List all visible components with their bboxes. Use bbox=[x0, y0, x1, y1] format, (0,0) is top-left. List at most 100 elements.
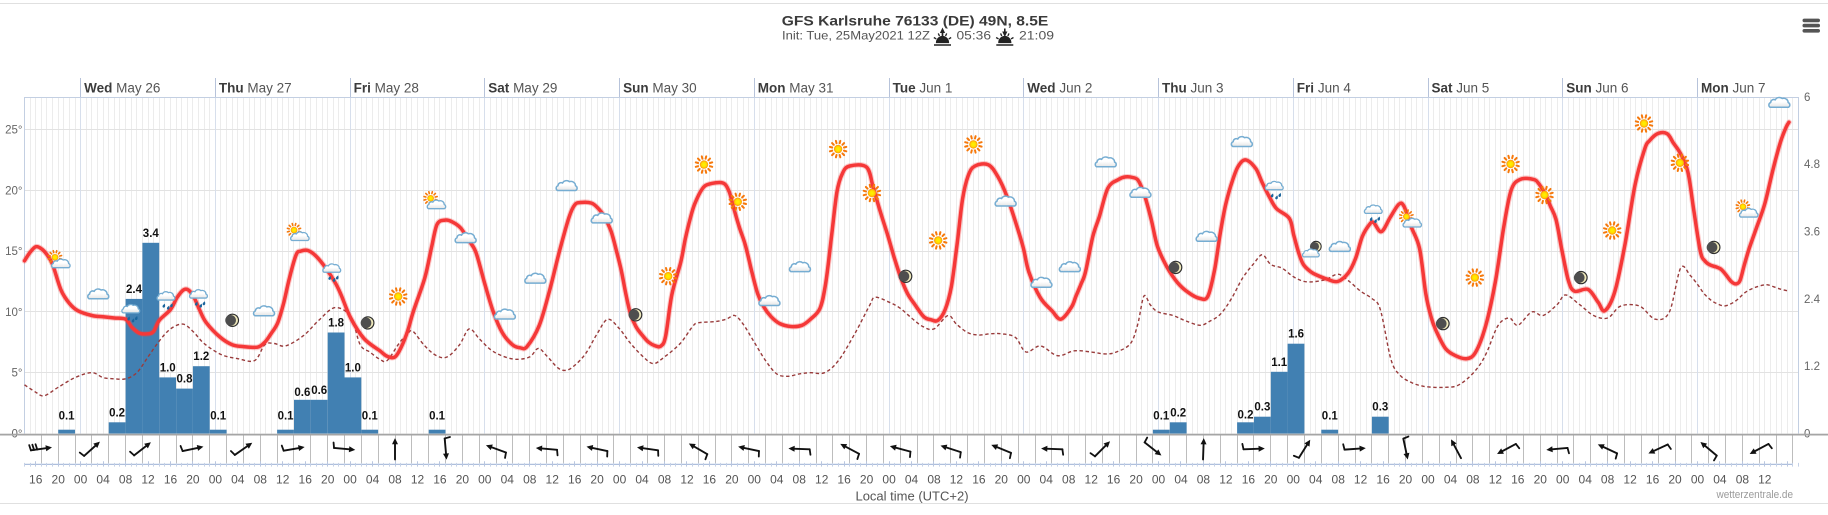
svg-text:20: 20 bbox=[52, 473, 66, 487]
svg-text:00: 00 bbox=[478, 473, 492, 487]
svg-text:00: 00 bbox=[1287, 473, 1301, 487]
svg-text:12: 12 bbox=[1623, 473, 1637, 487]
svg-text:16: 16 bbox=[568, 473, 582, 487]
svg-text:08: 08 bbox=[254, 473, 268, 487]
svg-text:Sat Jun 5: Sat Jun 5 bbox=[1432, 81, 1490, 96]
svg-text:wetterzentrale.de: wetterzentrale.de bbox=[1716, 489, 1793, 501]
svg-text:16: 16 bbox=[1511, 473, 1525, 487]
svg-text:20: 20 bbox=[1129, 473, 1143, 487]
svg-text:04: 04 bbox=[96, 473, 110, 487]
svg-text:00: 00 bbox=[748, 473, 762, 487]
svg-text:04: 04 bbox=[1579, 473, 1593, 487]
svg-text:Wed Jun 2: Wed Jun 2 bbox=[1027, 81, 1092, 96]
svg-text:04: 04 bbox=[366, 473, 380, 487]
svg-text:20: 20 bbox=[725, 473, 739, 487]
svg-text:08: 08 bbox=[793, 473, 807, 487]
svg-text:04: 04 bbox=[231, 473, 245, 487]
svg-text:16: 16 bbox=[1242, 473, 1256, 487]
svg-text:00: 00 bbox=[1691, 473, 1705, 487]
svg-text:0.1: 0.1 bbox=[1153, 411, 1170, 423]
svg-text:Sat May 29: Sat May 29 bbox=[488, 81, 557, 96]
svg-text:16: 16 bbox=[1376, 473, 1390, 487]
svg-text:00: 00 bbox=[1421, 473, 1435, 487]
svg-text:05:36: 05:36 bbox=[957, 29, 992, 43]
svg-text:20°: 20° bbox=[5, 185, 22, 197]
svg-text:12: 12 bbox=[815, 473, 829, 487]
svg-text:Fri Jun 4: Fri Jun 4 bbox=[1297, 81, 1352, 96]
svg-text:20: 20 bbox=[995, 473, 1009, 487]
svg-text:15°: 15° bbox=[5, 246, 22, 258]
svg-text:16: 16 bbox=[1646, 473, 1660, 487]
svg-text:0.6: 0.6 bbox=[294, 387, 310, 399]
svg-text:08: 08 bbox=[1332, 473, 1346, 487]
svg-text:00: 00 bbox=[209, 473, 223, 487]
svg-text:08: 08 bbox=[1466, 473, 1480, 487]
svg-text:16: 16 bbox=[703, 473, 717, 487]
svg-text:0.2: 0.2 bbox=[1238, 409, 1254, 421]
svg-text:00: 00 bbox=[1017, 473, 1031, 487]
svg-text:08: 08 bbox=[388, 473, 402, 487]
svg-text:04: 04 bbox=[501, 473, 515, 487]
svg-text:00: 00 bbox=[1556, 473, 1570, 487]
svg-text:21:09: 21:09 bbox=[1019, 29, 1054, 43]
svg-text:3.4: 3.4 bbox=[143, 228, 160, 240]
svg-text:20: 20 bbox=[456, 473, 470, 487]
svg-text:1.8: 1.8 bbox=[328, 318, 345, 330]
svg-text:04: 04 bbox=[1444, 473, 1458, 487]
svg-text:08: 08 bbox=[1197, 473, 1211, 487]
svg-text:12: 12 bbox=[276, 473, 290, 487]
svg-text:0.1: 0.1 bbox=[1322, 411, 1339, 423]
svg-text:08: 08 bbox=[523, 473, 537, 487]
svg-text:00: 00 bbox=[343, 473, 357, 487]
svg-text:12: 12 bbox=[950, 473, 964, 487]
svg-text:20: 20 bbox=[590, 473, 604, 487]
svg-text:0.1: 0.1 bbox=[429, 411, 446, 423]
svg-text:Fri May 28: Fri May 28 bbox=[354, 81, 419, 96]
svg-text:GFS Karlsruhe 76133 (DE) 49N,: GFS Karlsruhe 76133 (DE) 49N, 8.5E bbox=[782, 13, 1049, 29]
svg-text:4.8: 4.8 bbox=[1804, 159, 1820, 171]
svg-text:Mon May 31: Mon May 31 bbox=[758, 81, 834, 96]
svg-text:Init: Tue, 25May2021 12Z: Init: Tue, 25May2021 12Z bbox=[782, 29, 930, 43]
svg-text:08: 08 bbox=[1601, 473, 1615, 487]
svg-text:20: 20 bbox=[1399, 473, 1413, 487]
svg-text:16: 16 bbox=[1107, 473, 1121, 487]
svg-text:Sun May 30: Sun May 30 bbox=[623, 81, 697, 96]
svg-text:0.2: 0.2 bbox=[109, 407, 125, 419]
svg-text:1.0: 1.0 bbox=[160, 362, 176, 374]
svg-text:Wed May 26: Wed May 26 bbox=[84, 81, 160, 96]
svg-text:0.1: 0.1 bbox=[59, 411, 76, 423]
svg-text:Tue Jun 1: Tue Jun 1 bbox=[893, 81, 953, 96]
svg-text:12: 12 bbox=[680, 473, 694, 487]
svg-text:1.6: 1.6 bbox=[1288, 329, 1304, 341]
svg-text:Thu Jun 3: Thu Jun 3 bbox=[1162, 81, 1224, 96]
svg-text:1.2: 1.2 bbox=[1804, 361, 1820, 373]
svg-text:16: 16 bbox=[837, 473, 851, 487]
svg-text:00: 00 bbox=[1152, 473, 1166, 487]
svg-text:12: 12 bbox=[1085, 473, 1099, 487]
svg-text:0.1: 0.1 bbox=[210, 411, 227, 423]
svg-text:12: 12 bbox=[1219, 473, 1233, 487]
svg-text:04: 04 bbox=[1713, 473, 1727, 487]
svg-text:04: 04 bbox=[1174, 473, 1188, 487]
svg-text:16: 16 bbox=[29, 473, 43, 487]
svg-text:20: 20 bbox=[1264, 473, 1278, 487]
svg-text:20: 20 bbox=[1534, 473, 1548, 487]
svg-text:16: 16 bbox=[433, 473, 447, 487]
svg-text:04: 04 bbox=[1040, 473, 1054, 487]
svg-text:0.1: 0.1 bbox=[362, 411, 379, 423]
svg-text:Mon Jun 7: Mon Jun 7 bbox=[1701, 81, 1766, 96]
svg-text:00: 00 bbox=[74, 473, 88, 487]
svg-text:04: 04 bbox=[770, 473, 784, 487]
svg-text:3.6: 3.6 bbox=[1804, 227, 1820, 239]
svg-text:00: 00 bbox=[882, 473, 896, 487]
svg-text:2.4: 2.4 bbox=[1804, 294, 1821, 306]
svg-text:25°: 25° bbox=[5, 125, 22, 137]
svg-text:08: 08 bbox=[658, 473, 672, 487]
svg-text:12: 12 bbox=[411, 473, 425, 487]
svg-text:12: 12 bbox=[1489, 473, 1503, 487]
svg-text:0.1: 0.1 bbox=[278, 411, 295, 423]
svg-text:1.2: 1.2 bbox=[193, 351, 209, 363]
svg-text:20: 20 bbox=[321, 473, 335, 487]
svg-text:12: 12 bbox=[1758, 473, 1772, 487]
svg-text:16: 16 bbox=[972, 473, 986, 487]
